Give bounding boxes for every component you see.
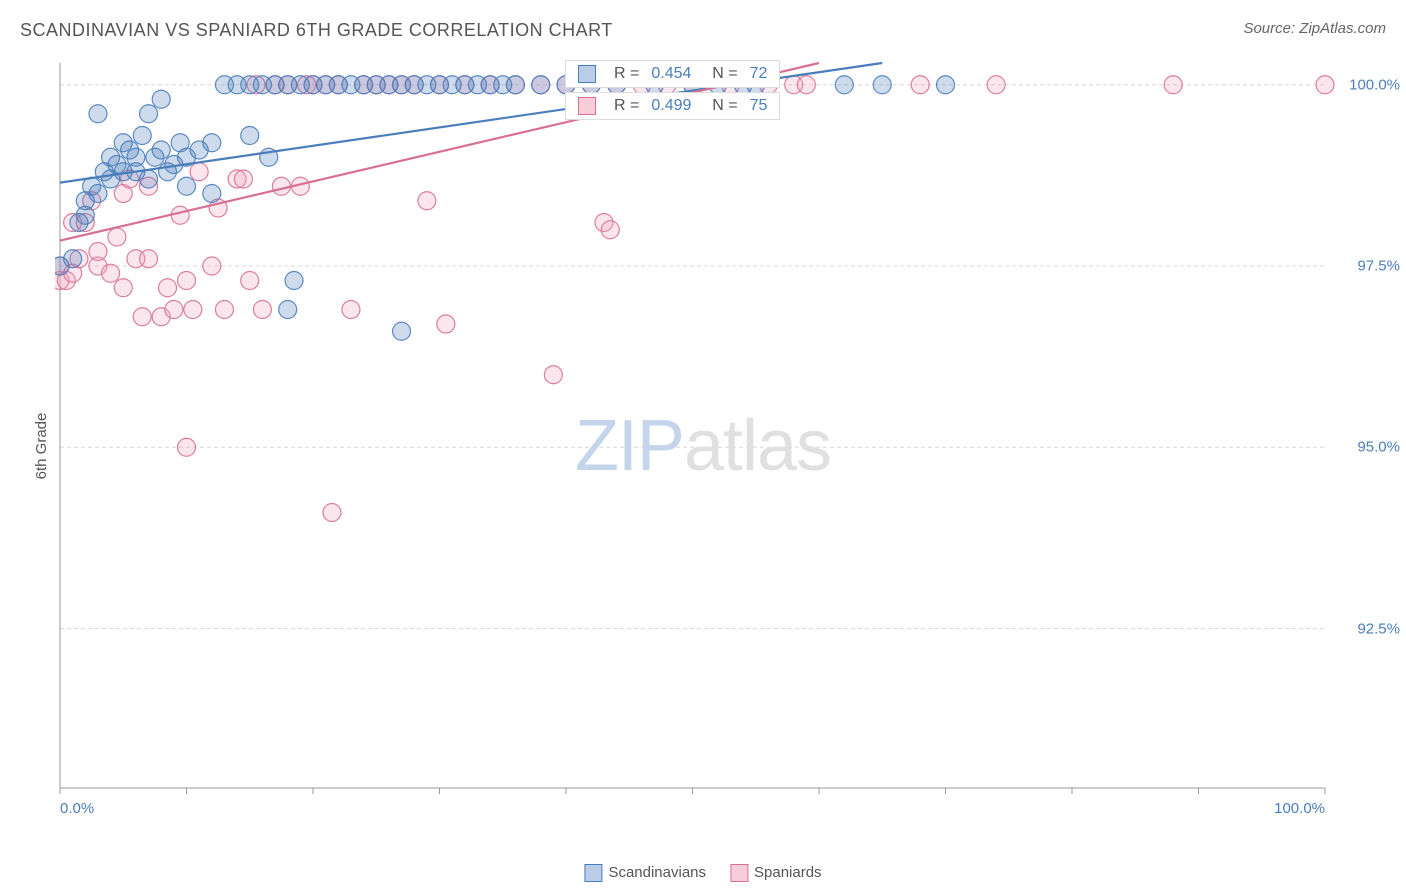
stats-box: R = 0.454 N = 72	[565, 60, 780, 88]
legend-label: Spaniards	[754, 864, 822, 881]
stat-n-value: 72	[750, 65, 768, 83]
y-tick-label: 97.5%	[1357, 258, 1400, 275]
stats-swatch	[578, 65, 596, 83]
source-label: Source: ZipAtlas.com	[1243, 20, 1386, 37]
y-tick-label: 95.0%	[1357, 439, 1400, 456]
stat-n-label: N =	[703, 97, 737, 115]
legend-item-spaniards: Spaniards	[730, 864, 822, 882]
legend: Scandinavians Spaniards	[584, 864, 821, 882]
legend-item-scandinavians: Scandinavians	[584, 864, 706, 882]
stat-r-label: R =	[614, 97, 639, 115]
stats-box: R = 0.499 N = 75	[565, 92, 780, 120]
legend-swatch-spaniards	[730, 864, 748, 882]
stat-r-value: 0.454	[651, 65, 691, 83]
stat-r-label: R =	[614, 65, 639, 83]
stats-swatch	[578, 97, 596, 115]
x-tick-label: 0.0%	[60, 800, 94, 817]
chart-title: SCANDINAVIAN VS SPANIARD 6TH GRADE CORRE…	[20, 20, 613, 41]
legend-swatch-scandinavians	[584, 864, 602, 882]
stat-n-label: N =	[703, 65, 737, 83]
stat-r-value: 0.499	[651, 97, 691, 115]
stat-n-value: 75	[750, 97, 768, 115]
y-axis-label: 6th Grade	[33, 413, 50, 480]
scatter-plot	[55, 58, 1375, 828]
x-tick-label: 100.0%	[1274, 800, 1325, 817]
legend-label: Scandinavians	[608, 864, 706, 881]
y-tick-label: 92.5%	[1357, 620, 1400, 637]
y-tick-label: 100.0%	[1349, 76, 1400, 93]
